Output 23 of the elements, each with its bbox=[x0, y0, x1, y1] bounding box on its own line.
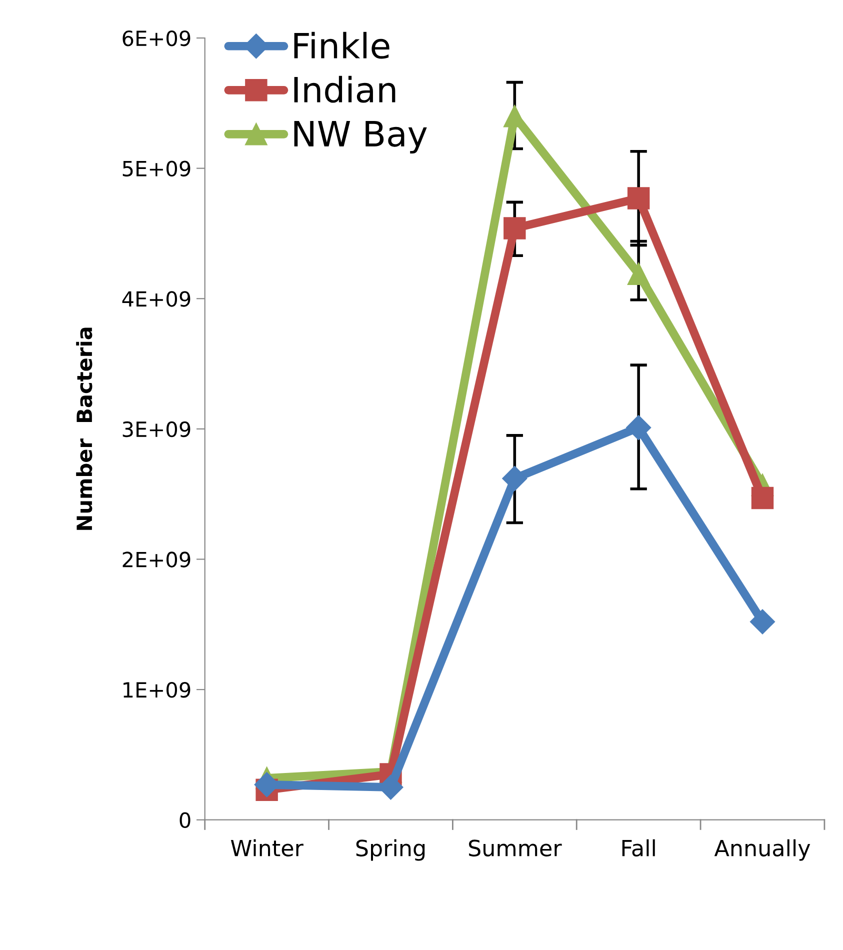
point bbox=[627, 262, 650, 285]
point bbox=[504, 217, 526, 240]
y-axis-title: Number Bacteria bbox=[76, 328, 92, 530]
point bbox=[750, 609, 775, 634]
point bbox=[626, 415, 652, 440]
x-tick-label: Spring bbox=[356, 839, 425, 861]
x-tick-label: Winter bbox=[230, 839, 304, 856]
point bbox=[751, 486, 774, 510]
y-tick-label: 2E+09 bbox=[122, 552, 190, 568]
x-tick-label: Summer bbox=[468, 840, 562, 856]
x-tick-label: Fall bbox=[622, 839, 655, 856]
point bbox=[502, 466, 528, 491]
y-tick-label: 0 bbox=[180, 812, 190, 828]
legend-label: Finkle bbox=[294, 32, 390, 59]
x-tick-label: Annually bbox=[714, 839, 810, 861]
y-tick-label: 6E+09 bbox=[122, 30, 190, 46]
point bbox=[627, 187, 650, 210]
y-tick-label: 3E+09 bbox=[122, 421, 190, 438]
y-tick-label: 4E+09 bbox=[122, 291, 190, 307]
y-tick-label: 1E+09 bbox=[124, 682, 190, 698]
legend-label: NW Bay bbox=[294, 121, 427, 154]
y-tick-label: 5E+09 bbox=[122, 160, 190, 177]
legend-label: Indian bbox=[294, 76, 396, 103]
